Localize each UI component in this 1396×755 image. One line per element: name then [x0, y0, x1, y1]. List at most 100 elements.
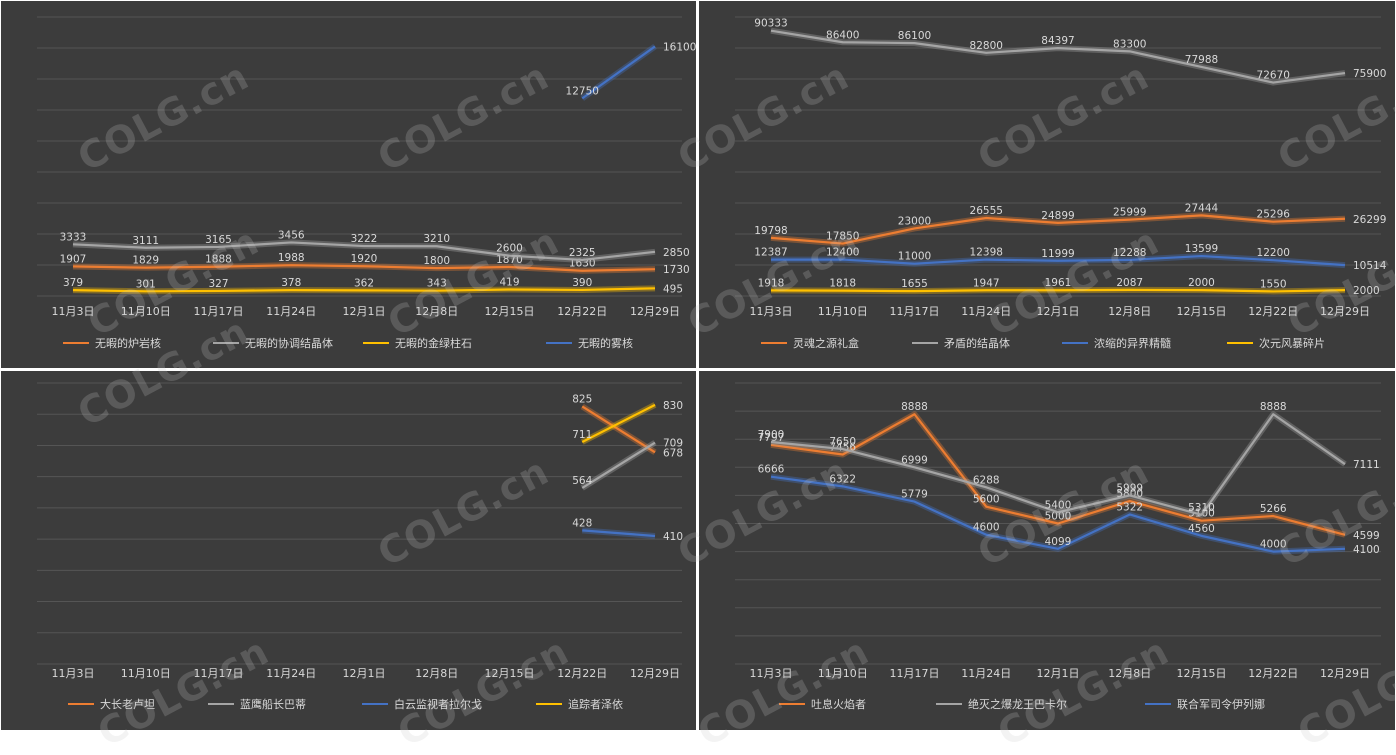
- data-label: 10514: [1353, 260, 1387, 272]
- x-tick-label: 12月1日: [1037, 305, 1080, 318]
- legend-swatch: [1145, 703, 1171, 705]
- legend-label: 矛盾的结晶体: [944, 335, 1010, 351]
- legend-label: 浓缩的异界精髓: [1094, 335, 1171, 351]
- x-tick-label: 12月8日: [415, 667, 458, 680]
- data-label: 12288: [1113, 247, 1146, 259]
- x-tick-label: 11月17日: [194, 667, 244, 680]
- legend-item: 无暇的协调结晶体: [213, 335, 333, 351]
- x-tick-label: 12月8日: [415, 305, 458, 318]
- data-label: 1988: [278, 252, 305, 264]
- legend-swatch: [936, 703, 962, 705]
- data-label: 17850: [826, 231, 859, 243]
- data-label: 13599: [1185, 243, 1218, 255]
- x-tick-label: 12月29日: [1320, 667, 1370, 680]
- x-tick-label: 12月22日: [557, 305, 607, 318]
- data-label: 2850: [663, 247, 690, 259]
- x-tick-label: 12月1日: [343, 667, 386, 680]
- data-label: 27444: [1185, 202, 1219, 214]
- data-label: 301: [136, 278, 156, 290]
- x-tick-label: 11月24日: [266, 305, 316, 318]
- legend-swatch: [546, 342, 572, 344]
- legend-label: 联合军司令伊列娜: [1177, 696, 1265, 712]
- legend-item: 浓缩的异界精髓: [1062, 335, 1171, 351]
- data-label: 25999: [1113, 207, 1146, 219]
- legend-label: 灵魂之源礼盒: [793, 335, 859, 351]
- data-label: 4600: [973, 522, 1000, 534]
- data-label: 12200: [1257, 247, 1290, 259]
- data-label: 1655: [901, 278, 928, 290]
- data-label: 564: [572, 475, 592, 487]
- data-label: 12398: [970, 247, 1003, 259]
- legend-item: 联合军司令伊列娜: [1145, 696, 1265, 712]
- data-label: 362: [354, 277, 374, 289]
- data-label: 5310: [1188, 502, 1215, 514]
- legend-label: 白云监视者拉尔戈: [394, 696, 482, 712]
- data-label: 2000: [1353, 285, 1380, 297]
- data-label: 5400: [1045, 499, 1072, 511]
- data-label: 5322: [1116, 501, 1143, 513]
- data-label: 4100: [1353, 544, 1380, 556]
- data-label: 2087: [1116, 277, 1143, 289]
- legend-item: 灵魂之源礼盒: [761, 335, 859, 351]
- data-label: 2600: [496, 243, 523, 255]
- data-label: 4560: [1188, 523, 1215, 535]
- data-label: 3111: [132, 235, 159, 247]
- data-label: 1550: [1260, 278, 1287, 290]
- legend-swatch: [912, 342, 938, 344]
- legend-swatch: [1062, 342, 1088, 344]
- legend-swatch: [761, 342, 787, 344]
- data-label: 428: [572, 517, 592, 529]
- data-label: 327: [208, 278, 228, 290]
- x-tick-label: 12月8日: [1108, 305, 1151, 318]
- data-label: 379: [63, 277, 83, 289]
- x-tick-label: 11月10日: [121, 667, 171, 680]
- x-tick-label: 12月22日: [1248, 305, 1298, 318]
- data-label: 825: [572, 393, 592, 405]
- data-label: 6666: [758, 464, 785, 476]
- data-label: 83300: [1113, 38, 1146, 50]
- data-label: 11999: [1041, 248, 1074, 260]
- data-label: 82800: [970, 40, 1003, 52]
- data-label: 3210: [423, 233, 450, 245]
- legend-swatch: [536, 703, 562, 705]
- data-label: 25296: [1257, 209, 1291, 221]
- data-label: 711: [572, 429, 592, 441]
- legend-item: 大长老卢坦: [68, 696, 155, 712]
- data-label: 1961: [1045, 277, 1072, 289]
- data-label: 830: [663, 400, 683, 412]
- data-label: 8888: [1260, 401, 1287, 413]
- data-label: 1920: [351, 253, 378, 265]
- x-tick-label: 12月29日: [630, 305, 680, 318]
- data-label: 3222: [351, 233, 378, 245]
- data-label: 77988: [1185, 54, 1218, 66]
- data-label: 3165: [205, 234, 232, 246]
- x-tick-label: 11月17日: [194, 305, 244, 318]
- data-label: 8888: [901, 401, 928, 413]
- x-tick-label: 11月24日: [266, 667, 316, 680]
- data-label: 709: [663, 438, 683, 450]
- legend-item: 绝灭之爆龙王巴卡尔: [936, 696, 1067, 712]
- legend-label: 吐息火焰者: [811, 696, 866, 712]
- x-tick-label: 11月24日: [961, 667, 1011, 680]
- legend-item: 吐息火焰者: [779, 696, 866, 712]
- data-label: 23000: [898, 215, 931, 227]
- data-label: 19798: [754, 225, 787, 237]
- data-label: 1800: [423, 255, 450, 267]
- x-tick-label: 11月17日: [890, 305, 940, 318]
- data-label: 72670: [1257, 70, 1290, 82]
- x-tick-label: 12月15日: [1177, 305, 1227, 318]
- data-label: 5999: [1116, 482, 1143, 494]
- data-label: 16100: [663, 41, 696, 53]
- data-label: 6322: [829, 473, 856, 485]
- legend-item: 次元风暴碎片: [1227, 335, 1325, 351]
- x-tick-label: 12月29日: [630, 667, 680, 680]
- data-label: 12400: [826, 247, 859, 259]
- x-tick-label: 12月22日: [1248, 667, 1298, 680]
- data-label: 3333: [60, 231, 87, 243]
- data-label: 11000: [898, 251, 931, 263]
- x-tick-label: 11月10日: [818, 305, 868, 318]
- x-tick-label: 12月15日: [1177, 667, 1227, 680]
